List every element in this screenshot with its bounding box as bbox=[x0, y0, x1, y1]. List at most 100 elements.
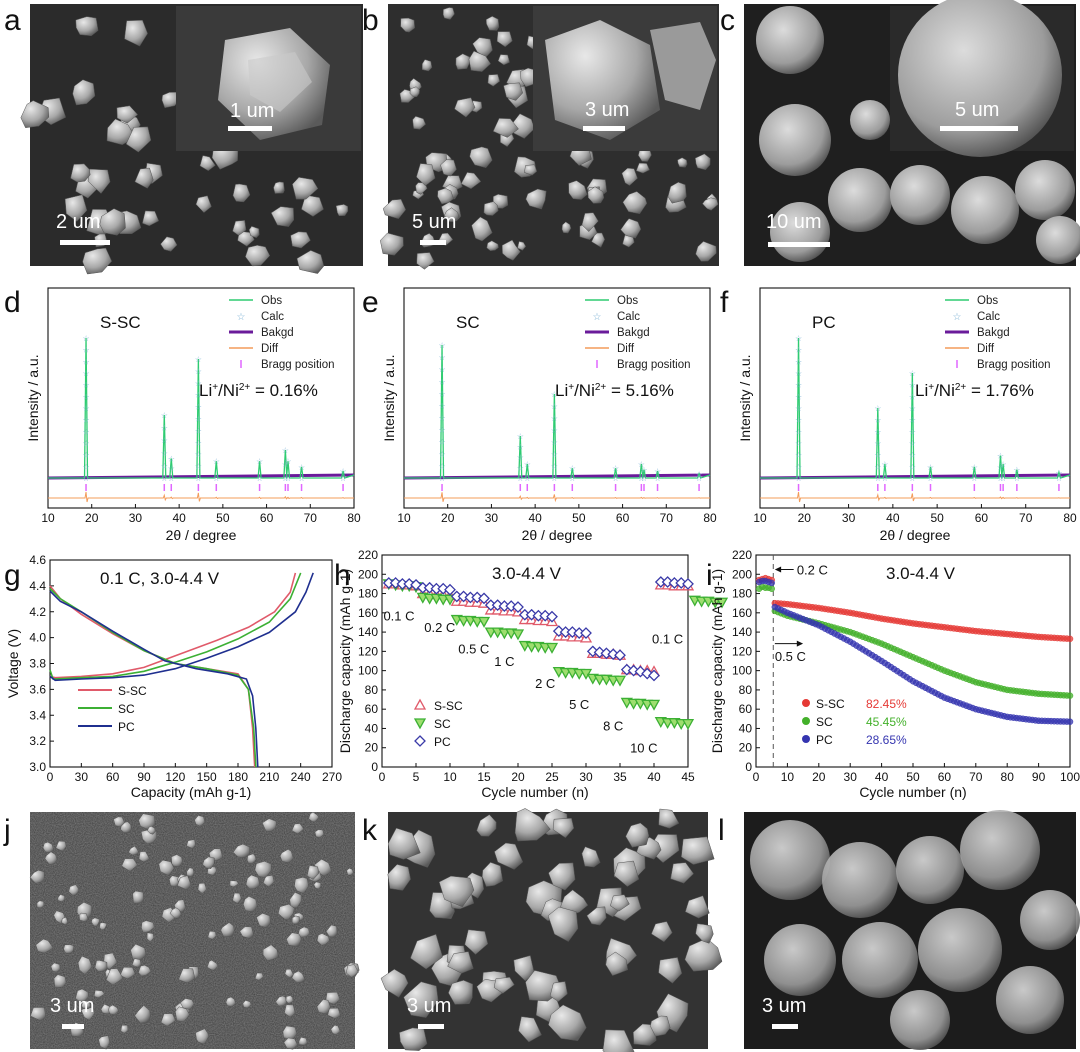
calc-marker: ☆ bbox=[82, 346, 89, 355]
particle bbox=[602, 1029, 635, 1052]
particle bbox=[549, 981, 568, 1002]
particle bbox=[108, 1004, 120, 1016]
x-tick-label: 270 bbox=[322, 770, 342, 784]
particle bbox=[442, 7, 455, 20]
particle bbox=[316, 933, 330, 946]
calc-marker: ☆ bbox=[551, 474, 558, 483]
particle bbox=[64, 194, 88, 222]
y-tick-label: 140 bbox=[732, 625, 752, 639]
particle bbox=[202, 856, 215, 869]
scale-label-c: 10 um bbox=[766, 211, 822, 233]
particle bbox=[232, 183, 251, 203]
particle bbox=[410, 933, 443, 970]
calc-marker: ☆ bbox=[161, 449, 168, 458]
particle bbox=[256, 913, 271, 929]
panel-label-a: a bbox=[4, 4, 21, 37]
legend-entry: SC bbox=[118, 702, 135, 716]
particle bbox=[918, 908, 1002, 992]
calc-marker: ☆ bbox=[438, 389, 445, 398]
legend: S-SC SC PC bbox=[413, 698, 463, 749]
particle bbox=[681, 836, 715, 865]
legend-entry: SC bbox=[434, 717, 451, 731]
y-axis-title: Intensity / a.u. bbox=[381, 354, 397, 441]
particle bbox=[416, 252, 435, 270]
calc-marker: ☆ bbox=[909, 404, 916, 413]
data-point-sc bbox=[613, 675, 627, 687]
calc-marker: ☆ bbox=[874, 427, 881, 436]
calc-marker: ☆ bbox=[795, 416, 802, 425]
y-tick-label: 220 bbox=[358, 548, 378, 562]
particle bbox=[138, 851, 151, 863]
rate-label: 10 C bbox=[630, 741, 657, 756]
data-point-pc bbox=[682, 577, 694, 590]
particle bbox=[197, 882, 207, 895]
particle bbox=[635, 162, 650, 174]
rate-label: 8 C bbox=[603, 718, 623, 733]
legend-entry: Bakgd bbox=[617, 327, 650, 339]
y-tick-label: 180 bbox=[732, 587, 752, 601]
cation-mixing-ratio: Li+/Ni2+ = 1.76% bbox=[915, 381, 1034, 400]
calc-marker: ☆ bbox=[1055, 474, 1062, 483]
data-point-pc bbox=[648, 669, 660, 682]
particle bbox=[298, 926, 311, 938]
particle bbox=[493, 977, 515, 994]
sample-title: SC bbox=[456, 313, 480, 332]
x-tick-label: 0 bbox=[753, 770, 760, 784]
panel-label-g: g bbox=[4, 559, 21, 592]
y-axis-title: Voltage (V) bbox=[5, 629, 21, 698]
calc-marker: ☆ bbox=[168, 464, 175, 473]
particle bbox=[503, 82, 523, 101]
particle bbox=[497, 54, 510, 66]
particle bbox=[658, 808, 680, 829]
inset-scale-label-a: 1 um bbox=[230, 100, 274, 122]
particle bbox=[756, 6, 824, 74]
legend-entry: PC bbox=[118, 720, 135, 734]
particle bbox=[292, 177, 319, 200]
calc-marker: ☆ bbox=[795, 346, 802, 355]
chart-title: 3.0-4.4 V bbox=[492, 564, 562, 583]
legend-entry: Obs bbox=[261, 295, 282, 307]
x-tick-label: 60 bbox=[260, 511, 274, 525]
calc-marker: ☆ bbox=[282, 474, 289, 483]
particle bbox=[586, 906, 607, 926]
svg-text:☆: ☆ bbox=[237, 312, 246, 323]
legend-marker bbox=[413, 718, 427, 730]
calc-marker: ☆ bbox=[161, 474, 168, 483]
scale-bar-c bbox=[768, 242, 830, 247]
calc-marker: ☆ bbox=[284, 457, 291, 466]
particle bbox=[620, 218, 642, 239]
scale-bar-j bbox=[62, 1024, 84, 1029]
particle bbox=[996, 966, 1064, 1034]
rate-label: 1 C bbox=[494, 654, 514, 669]
x-axis-title: Cycle number (n) bbox=[859, 784, 966, 800]
inset-scale-bar-b bbox=[583, 126, 625, 131]
scale-label-l: 3 um bbox=[762, 995, 806, 1017]
y-tick-label: 0 bbox=[745, 760, 752, 774]
particle bbox=[409, 86, 420, 98]
x-tick-label: 150 bbox=[197, 770, 217, 784]
particle bbox=[610, 894, 630, 912]
legend-entry: Diff bbox=[617, 343, 635, 355]
panel-label-i: i bbox=[706, 559, 713, 592]
y-tick-label: 80 bbox=[739, 683, 753, 697]
y-tick-label: 120 bbox=[732, 644, 752, 658]
y-axis-title: Discharge capacity (mAh g-1) bbox=[337, 569, 353, 753]
particle bbox=[327, 1007, 341, 1019]
particle bbox=[568, 180, 588, 200]
particle bbox=[77, 955, 93, 975]
cation-mixing-ratio: Li+/Ni2+ = 5.16% bbox=[555, 381, 674, 400]
calc-marker: ☆ bbox=[82, 427, 89, 436]
calc-marker: ☆ bbox=[551, 426, 558, 435]
particle bbox=[245, 874, 261, 890]
particle bbox=[548, 1004, 587, 1041]
y-axis-title: Intensity / a.u. bbox=[737, 354, 753, 441]
y-tick-label: 4.6 bbox=[29, 553, 46, 567]
particle bbox=[160, 1013, 176, 1027]
calc-marker: ☆ bbox=[438, 353, 445, 362]
particle bbox=[186, 867, 195, 877]
particle bbox=[186, 839, 196, 850]
y-tick-label: 140 bbox=[358, 625, 378, 639]
x-tick-label: 70 bbox=[304, 511, 318, 525]
particle bbox=[501, 239, 521, 261]
cycling-stability-chart: 0 10 20 30 40 50 60 70 80 90 100 0 20 40 60 80 100 120 140… bbox=[709, 548, 1080, 800]
